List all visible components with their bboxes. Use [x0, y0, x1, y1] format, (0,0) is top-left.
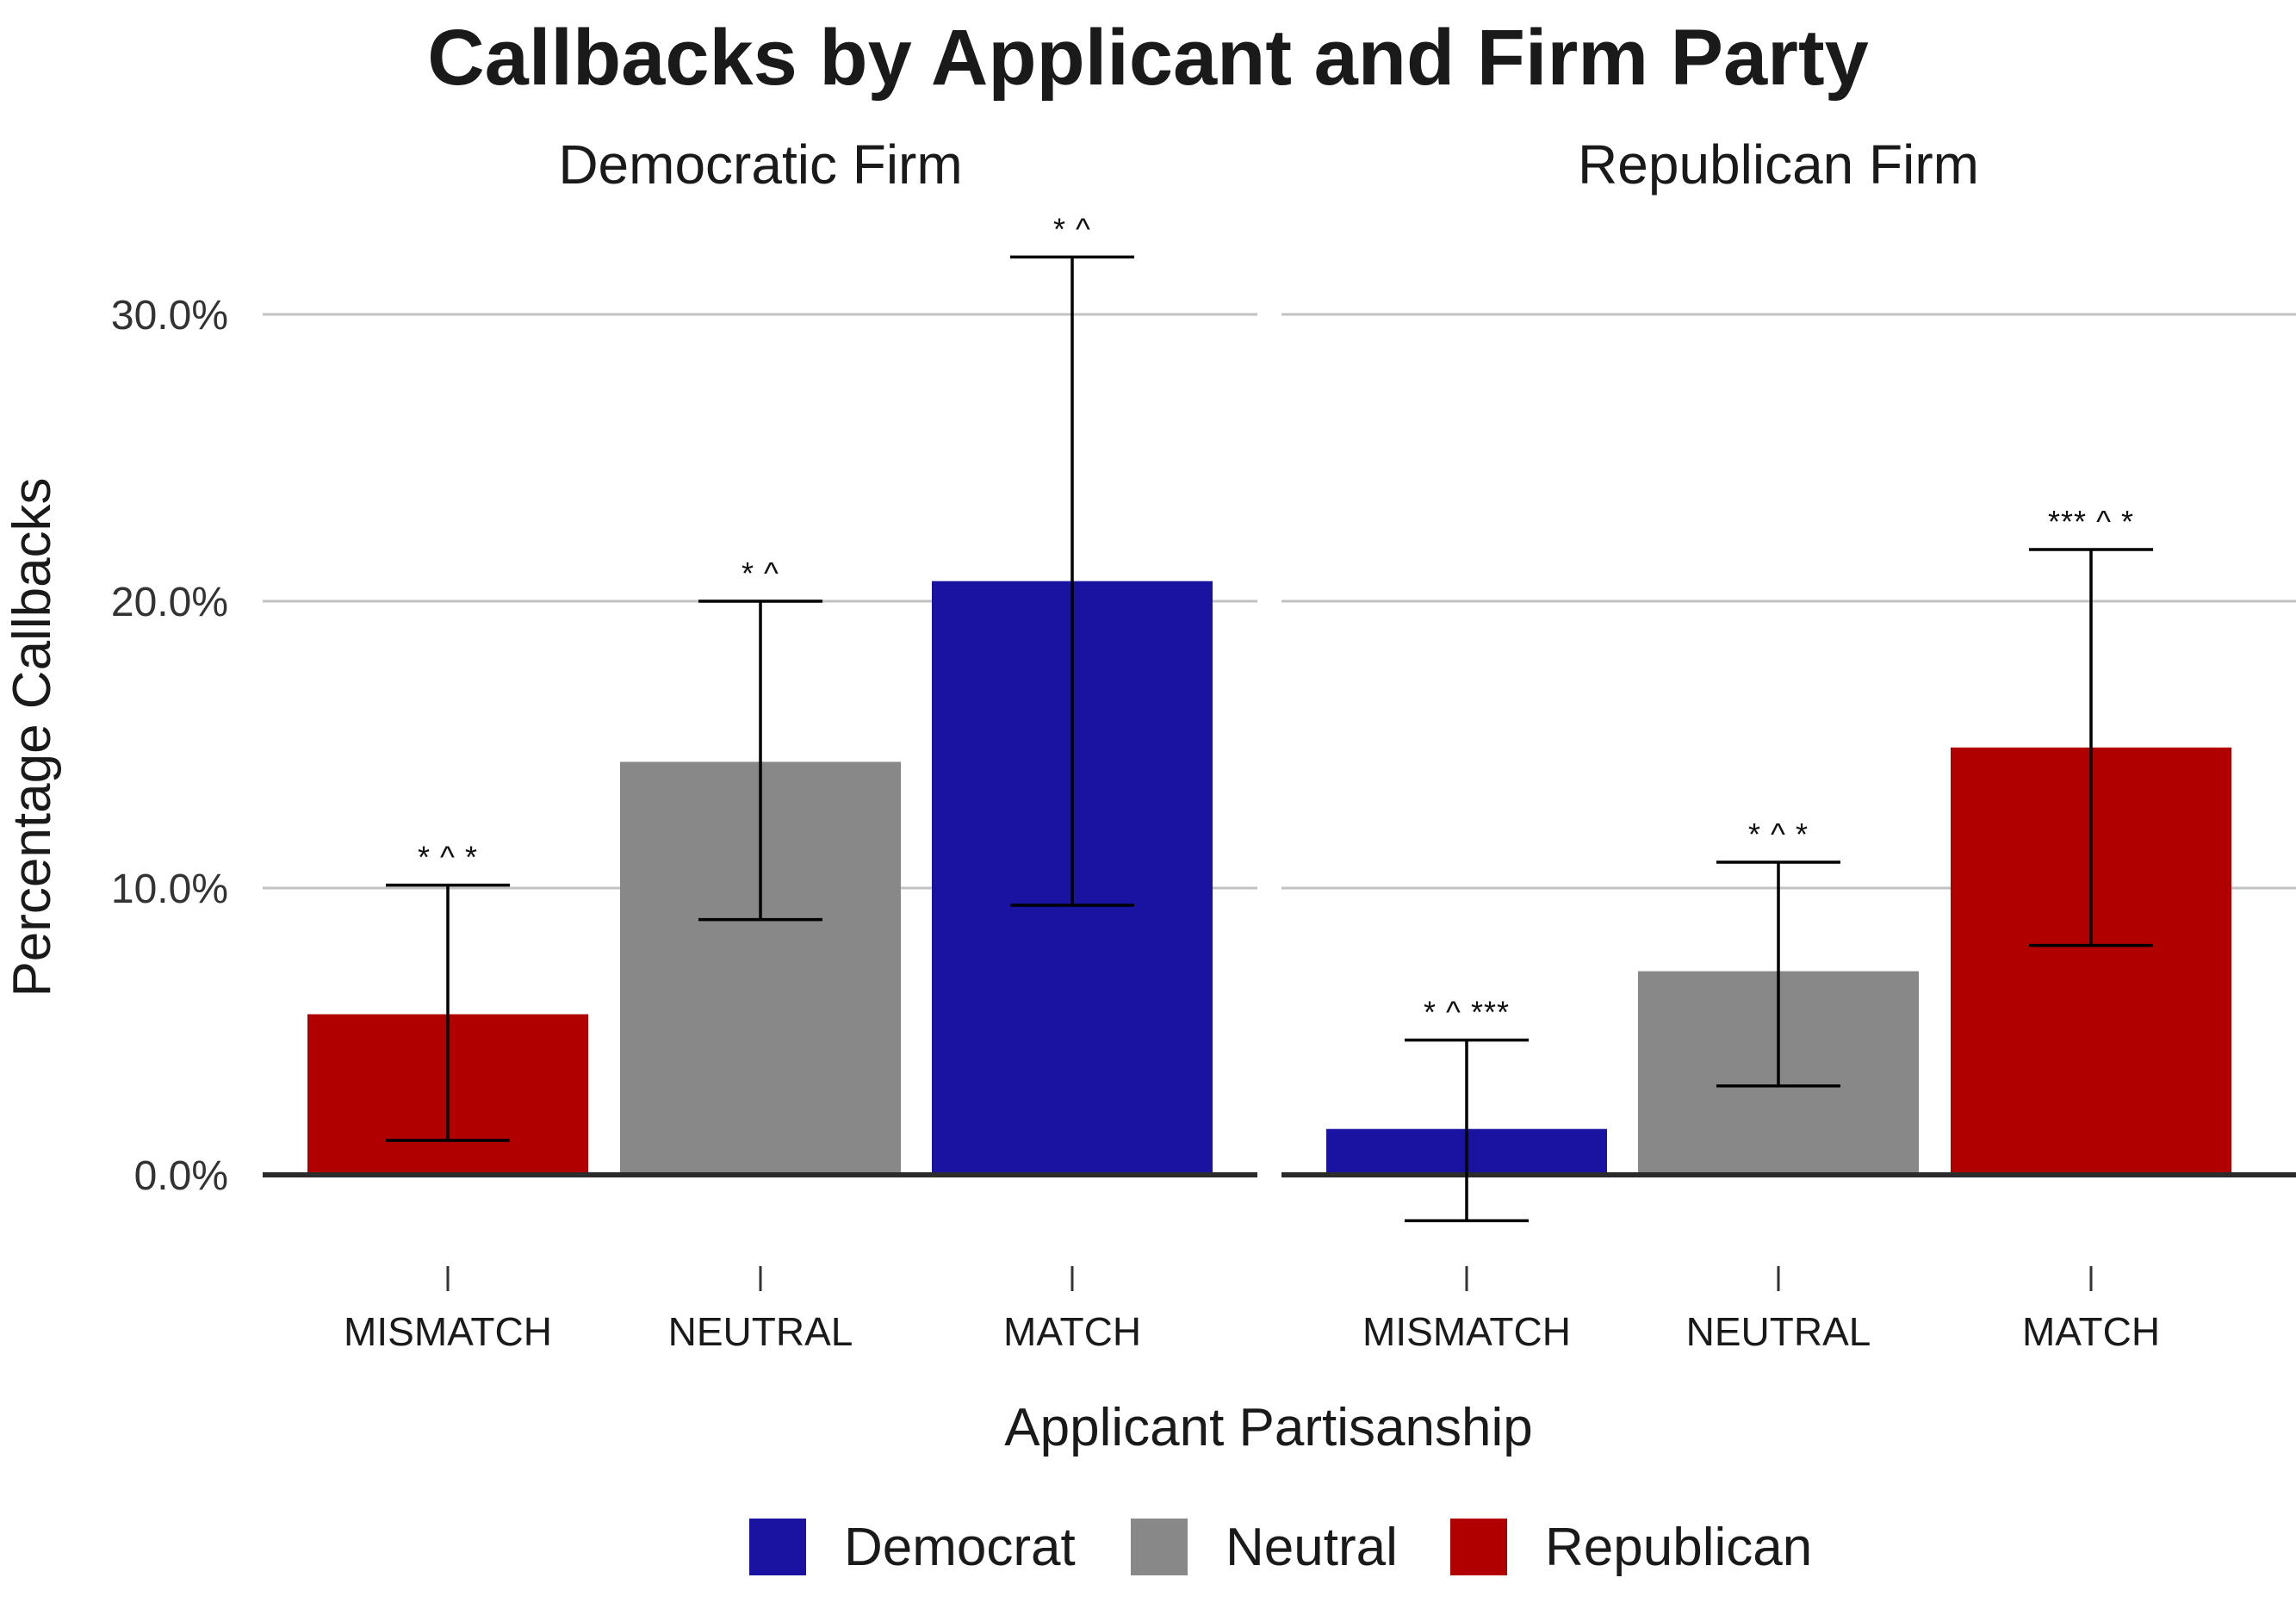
legend-label: Neutral [1226, 1518, 1398, 1577]
y-axis: 0.0% 10.0% 20.0% 30.0% [111, 293, 228, 1199]
x-tick-label: MATCH [1003, 1309, 1141, 1354]
y-tick-label: 10.0% [111, 867, 228, 912]
facet-strip-label: Republican Firm [1578, 134, 1979, 196]
x-tick-label: MISMATCH [1362, 1309, 1571, 1354]
x-tick-label: MATCH [2022, 1309, 2160, 1354]
x-axis-label: Applicant Partisanship [1004, 1398, 1532, 1457]
chart-title: Callbacks by Applicant and Firm Party [427, 14, 1869, 102]
y-tick-label: 0.0% [134, 1153, 228, 1199]
significance-annotation: * ^ * [418, 840, 478, 875]
legend-swatch [1450, 1519, 1507, 1575]
y-tick-label: 20.0% [111, 580, 228, 625]
significance-annotation: * ^ * [1748, 817, 1809, 852]
y-tick-label: 30.0% [111, 293, 228, 339]
y-axis-label: Percentage Callbacks [3, 477, 62, 997]
facet-panels: Democratic Firm * ^ * MISMATCH * ^ NEUTRAL * … [263, 134, 2296, 1354]
legend-label: Republican [1545, 1518, 1812, 1577]
x-tick-label: NEUTRAL [668, 1309, 853, 1354]
facet-strip-label: Democratic Firm [558, 134, 962, 196]
legend-swatch [1131, 1519, 1188, 1575]
facet-panel: Republican Firm * ^ *** MISMATCH * ^ * NEUTR… [1281, 134, 2296, 1354]
legend: Democrat Neutral Republican [749, 1518, 1812, 1577]
x-tick-label: NEUTRAL [1686, 1309, 1871, 1354]
x-tick-label: MISMATCH [344, 1309, 552, 1354]
significance-annotation: * ^ *** [1424, 994, 1510, 1029]
significance-annotation: *** ^ * [2048, 504, 2134, 539]
legend-swatch [749, 1519, 806, 1575]
significance-annotation: * ^ [1053, 211, 1091, 246]
facet-panel: Democratic Firm * ^ * MISMATCH * ^ NEUTRAL * … [263, 134, 1257, 1354]
legend-label: Democrat [844, 1518, 1076, 1577]
significance-annotation: * ^ [742, 556, 779, 591]
